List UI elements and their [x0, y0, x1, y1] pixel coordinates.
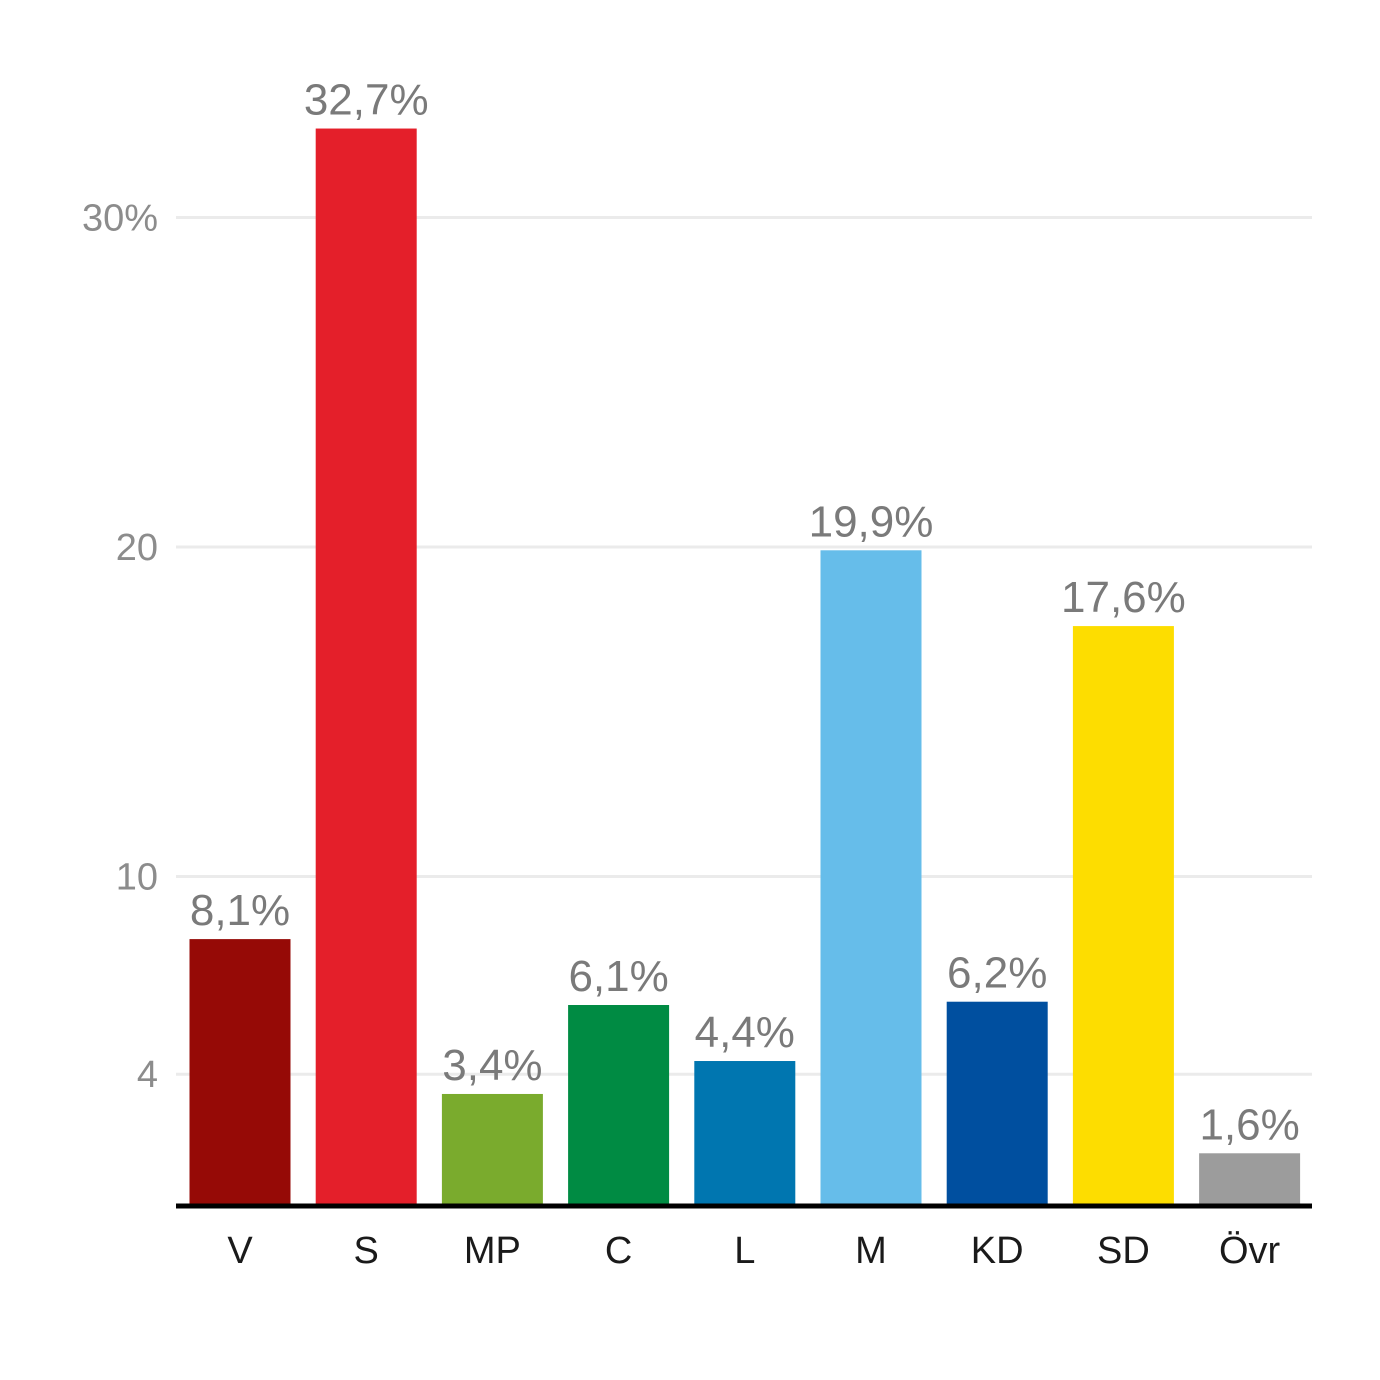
category-label-c: C: [605, 1230, 632, 1272]
category-label-mp: MP: [464, 1230, 521, 1272]
bar-v: [189, 939, 291, 1206]
bar-c: [568, 1005, 670, 1206]
bar-l: [694, 1061, 796, 1206]
y-tick-label: 10: [116, 857, 158, 899]
data-label-l: 4,4%: [695, 1008, 795, 1057]
data-label-c: 6,1%: [568, 952, 668, 1001]
bar-sd: [1072, 626, 1174, 1206]
bar-s: [315, 128, 417, 1206]
category-label-sd: SD: [1097, 1230, 1150, 1272]
y-tick-label: 30%: [82, 198, 158, 240]
data-label-vr: 1,6%: [1199, 1100, 1299, 1149]
data-label-s: 32,7%: [304, 76, 429, 125]
data-label-kd: 6,2%: [947, 949, 1047, 998]
bar-kd: [946, 1001, 1048, 1206]
data-label-mp: 3,4%: [442, 1041, 542, 1090]
bar-mp: [441, 1093, 543, 1206]
data-labels: 8,1% 32,7% 3,4% 6,1% 4,4% 19,9% 6,2% 17,6% 1,6%: [190, 76, 1300, 1150]
data-label-v: 8,1%: [190, 886, 290, 935]
category-label-m: M: [855, 1230, 887, 1272]
category-label-kd: KD: [971, 1230, 1024, 1272]
bars: [189, 128, 1301, 1206]
data-label-sd: 17,6%: [1061, 573, 1186, 622]
category-label-vr: Övr: [1219, 1230, 1281, 1272]
category-label-v: V: [227, 1230, 253, 1272]
bar-m: [820, 550, 922, 1206]
data-label-m: 19,9%: [809, 497, 934, 546]
category-label-s: S: [354, 1230, 379, 1272]
bar-vr: [1199, 1153, 1301, 1206]
category-label-l: L: [734, 1230, 755, 1272]
x-axis-category-labels: V S MP C L M KD SD Övr: [227, 1230, 1280, 1272]
y-tick-label: 20: [116, 527, 158, 569]
y-tick-label: 4: [137, 1054, 158, 1096]
y-axis-tick-labels: 4 10 20 30%: [82, 198, 158, 1097]
